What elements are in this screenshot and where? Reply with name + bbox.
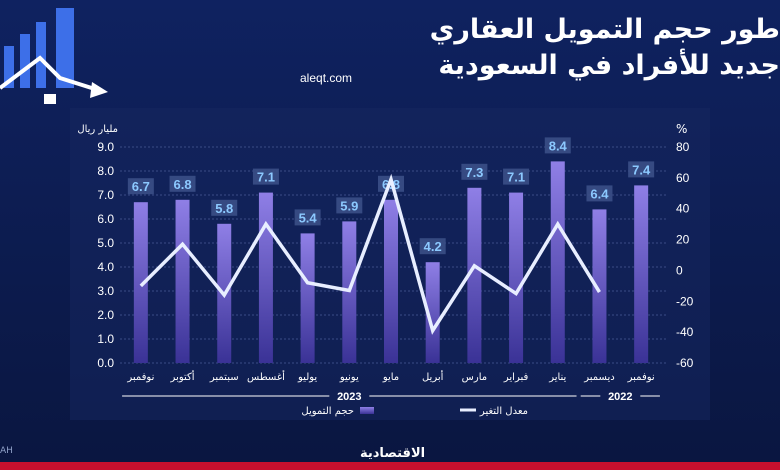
data-label: 5.8 [215,201,233,216]
data-label: 6.4 [590,186,609,201]
x-tick-label: سبتمبر [209,372,239,383]
brand-name: الاقتصادية [360,446,426,461]
left-tick-label: 0.0 [97,356,114,370]
right-tick-label: 0 [676,263,683,277]
bar [467,187,482,363]
bar [258,192,273,363]
right-tick-label: -60 [676,356,694,370]
right-tick-label: 20 [676,233,690,247]
data-label: 5.4 [299,210,318,225]
left-axis-label: مليار ريال [77,124,118,135]
left-tick-label: 4.0 [97,260,114,274]
series-line [139,173,601,335]
bar [550,161,565,363]
legend-line-label: معدل التغير [479,406,528,417]
x-tick-label: مايو [382,372,399,383]
data-label: 4.2 [424,239,442,254]
right-axis-label: % [676,122,687,136]
x-tick-label: يناير [548,372,566,383]
left-tick-label: 7.0 [97,188,114,202]
left-tick-label: 2.0 [97,308,114,322]
right-tick-label: -20 [676,294,694,308]
bar [384,199,398,363]
data-label: 7.1 [257,170,275,185]
data-label: 6.7 [132,179,150,194]
data-label: 8.4 [549,138,568,153]
x-tick-label: نوفمبر [627,372,655,383]
x-tick-label: أكتوبر [170,370,195,383]
source-link[interactable]: aleqt.com [300,71,353,85]
bar [509,192,524,363]
right-tick-label: 80 [676,140,690,154]
x-tick-label: مارس [462,372,487,383]
data-label-badge [544,137,571,154]
data-label-badge [211,199,238,216]
bar [634,185,649,363]
data-label-badge [336,197,363,214]
year-label: 2023 [337,391,361,403]
house-growth-logo-icon [0,8,108,104]
data-label: 5.9 [340,198,358,213]
bar [133,202,148,363]
x-tick-label: فبراير [503,372,529,383]
data-label: 7.4 [632,162,651,177]
data-label: 7.3 [465,165,483,180]
left-tick-label: 1.0 [97,332,114,346]
data-label-badge [628,161,655,178]
data-label-badge [294,209,321,226]
right-tick-label: 60 [676,171,690,185]
bar [300,233,315,363]
x-tick-label: أغسطس [247,370,285,383]
brand-partial-text: AH [0,446,13,456]
right-tick-label: 40 [676,202,690,216]
data-label-badge [169,175,196,192]
left-tick-label: 6.0 [97,212,114,226]
left-tick-label: 9.0 [97,140,114,154]
left-tick-label: 8.0 [97,164,114,178]
legend-bar-swatch [360,407,374,414]
data-label-badge [461,163,488,180]
left-tick-label: 5.0 [97,236,114,250]
bar [175,199,190,363]
bar [425,262,440,363]
data-label-badge [419,238,446,255]
x-tick-label: نوفمبر [126,372,154,383]
brand-strip [0,462,780,470]
x-tick-label: ديسمبر [583,372,614,383]
x-tick-label: يوليو [297,372,317,383]
x-tick-label: أبريل [422,370,444,383]
x-tick-label: يونيو [339,372,359,383]
chart-title-line-1: طور حجم التمويل العقاري [429,14,780,45]
right-tick-label: -40 [676,325,694,339]
chart-title-line-2: جديد للأفراد في السعودية [438,50,780,81]
data-label: 7.1 [507,170,525,185]
data-label-badge [503,168,530,185]
data-label-badge [586,185,613,202]
data-label-badge [127,178,154,195]
left-tick-label: 3.0 [97,284,114,298]
data-label: 6.8 [173,177,191,192]
data-label-badge [252,168,279,185]
bar [592,209,607,363]
legend-bar-label: حجم التمويل [301,406,354,417]
year-label: 2022 [608,391,632,403]
